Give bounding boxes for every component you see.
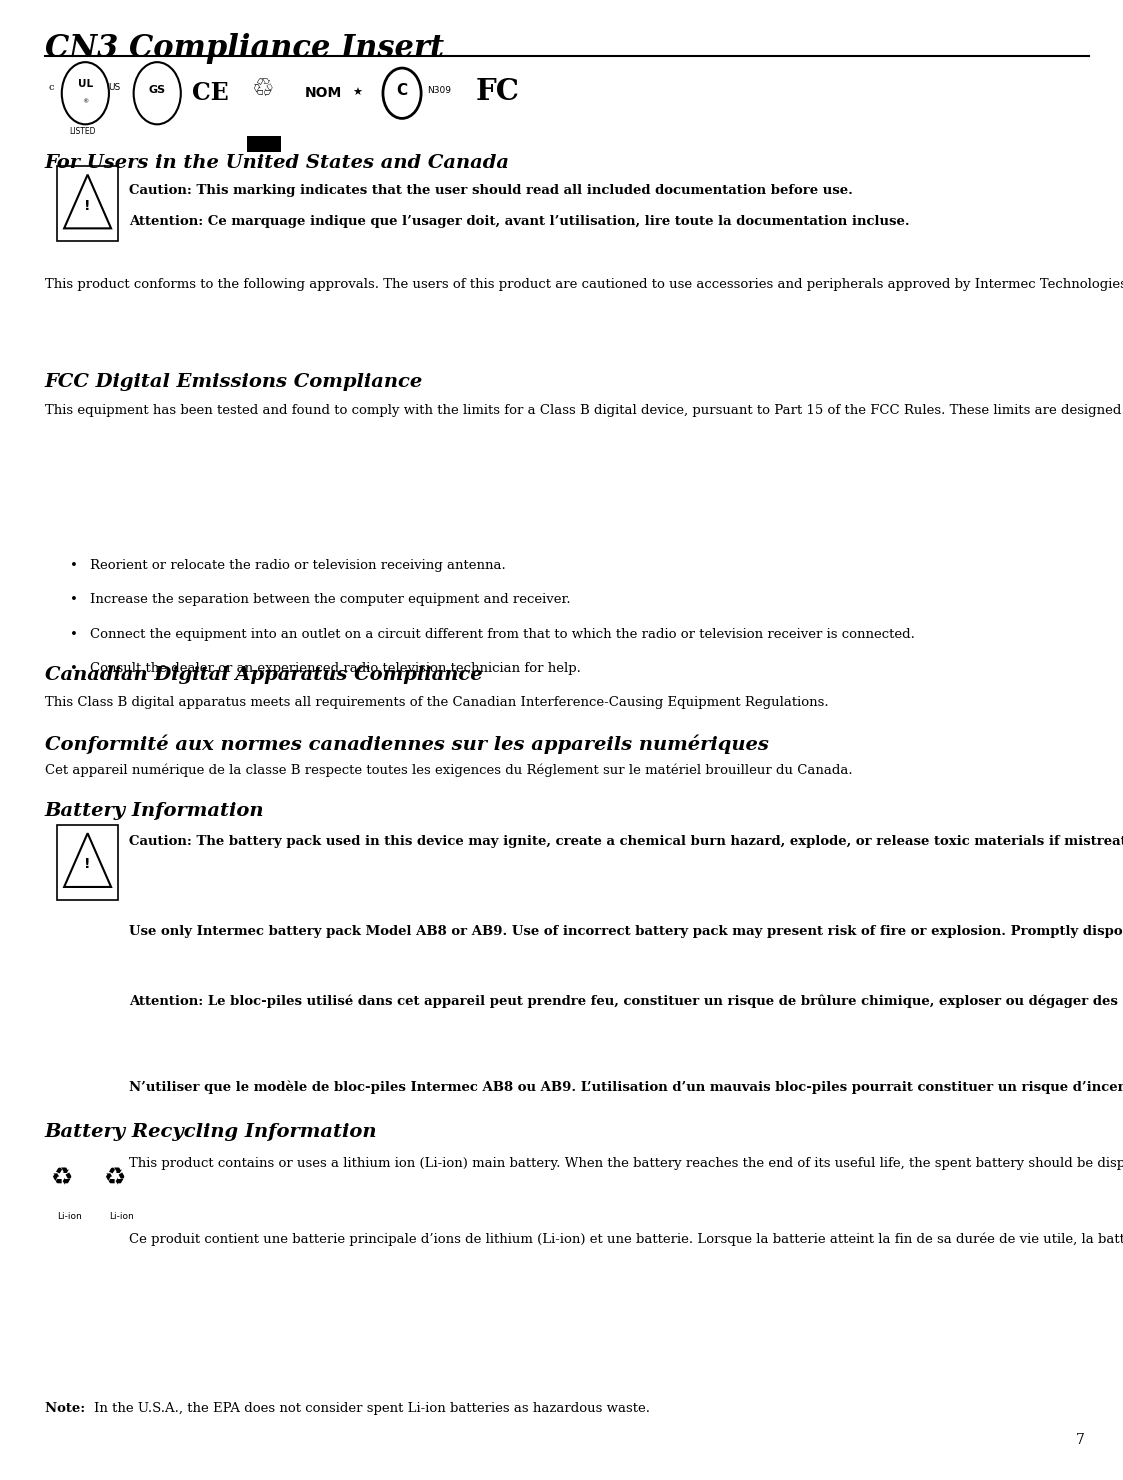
Text: N309: N309 [427, 86, 450, 95]
Text: This equipment has been tested and found to comply with the limits for a Class B: This equipment has been tested and found… [45, 404, 1123, 417]
Text: Battery Information: Battery Information [45, 802, 264, 820]
Text: Conformité aux normes canadiennes sur les appareils numériques: Conformité aux normes canadiennes sur le… [45, 734, 769, 753]
Bar [56, 826, 118, 900]
Text: Canadian Digital Apparatus Compliance: Canadian Digital Apparatus Compliance [45, 666, 483, 684]
Text: !: ! [84, 198, 91, 213]
Text: FCC Digital Emissions Compliance: FCC Digital Emissions Compliance [45, 373, 423, 391]
Text: CN3 Compliance Insert: CN3 Compliance Insert [45, 33, 444, 64]
Text: CE: CE [192, 81, 228, 105]
Text: Attention: Ce marquage indique que l’usager doit, avant l’utilisation, lire tout: Attention: Ce marquage indique que l’usa… [129, 215, 910, 228]
Text: Consult the dealer or an experienced radio television technician for help.: Consult the dealer or an experienced rad… [90, 662, 581, 675]
Text: US: US [108, 83, 120, 92]
Text: •: • [70, 662, 77, 675]
Text: •: • [70, 559, 77, 573]
Text: Note:: Note: [45, 1402, 90, 1415]
Text: Li-ion: Li-ion [57, 1212, 82, 1221]
Text: This product contains or uses a lithium ion (Li-ion) main battery. When the batt: This product contains or uses a lithium … [129, 1157, 1123, 1171]
Text: •: • [70, 593, 77, 607]
Text: c: c [48, 83, 54, 92]
Text: For Users in the United States and Canada: For Users in the United States and Canad… [45, 154, 510, 172]
Text: ★: ★ [353, 89, 362, 98]
Text: Li-ion: Li-ion [109, 1212, 134, 1221]
Text: 7: 7 [1076, 1434, 1085, 1447]
Text: This product conforms to the following approvals. The users of this product are : This product conforms to the following a… [45, 278, 1123, 292]
Text: Increase the separation between the computer equipment and receiver.: Increase the separation between the comp… [90, 593, 570, 607]
Text: FC: FC [475, 77, 520, 107]
Text: Ce produit contient une batterie principale d’ions de lithium (Li-ion) et une ba: Ce produit contient une batterie princip… [129, 1233, 1123, 1246]
Text: Battery Recycling Information: Battery Recycling Information [45, 1123, 377, 1141]
Text: GS: GS [148, 86, 166, 95]
Text: •: • [70, 628, 77, 641]
Text: Attention: Le bloc-piles utilisé dans cet appareil peut prendre feu, constituer : Attention: Le bloc-piles utilisé dans ce… [129, 995, 1123, 1008]
Text: Reorient or relocate the radio or television receiving antenna.: Reorient or relocate the radio or televi… [90, 559, 505, 573]
Text: This Class B digital apparatus meets all requirements of the Canadian Interferen: This Class B digital apparatus meets all… [45, 696, 829, 709]
Bar [247, 136, 281, 152]
Text: ®: ® [82, 99, 89, 105]
Text: ♻: ♻ [104, 1166, 127, 1190]
Text: N’utiliser que le modèle de bloc-piles Intermec AB8 ou AB9. L’utilisation d’un m: N’utiliser que le modèle de bloc-piles I… [129, 1080, 1123, 1094]
Text: UL: UL [77, 80, 93, 89]
Text: Connect the equipment into an outlet on a circuit different from that to which t: Connect the equipment into an outlet on … [90, 628, 915, 641]
Text: C: C [396, 83, 408, 98]
Text: LISTED: LISTED [70, 127, 97, 136]
Bar [56, 166, 118, 241]
Text: Use only Intermec battery pack Model AB8 or AB9. Use of incorrect battery pack m: Use only Intermec battery pack Model AB8… [129, 925, 1123, 938]
Text: Caution: This marking indicates that the user should read all included documenta: Caution: This marking indicates that the… [129, 184, 853, 197]
Text: In the U.S.A., the EPA does not consider spent Li-ion batteries as hazardous was: In the U.S.A., the EPA does not consider… [94, 1402, 650, 1415]
Text: Cet appareil numérique de la classe B respecte toutes les exigences du Réglement: Cet appareil numérique de la classe B re… [45, 764, 852, 777]
Text: NOM: NOM [304, 86, 343, 101]
Text: ♻: ♻ [51, 1166, 73, 1190]
Text: !: ! [84, 857, 91, 872]
Text: ♲: ♲ [252, 78, 274, 102]
Text: Caution: The battery pack used in this device may ignite, create a chemical burn: Caution: The battery pack used in this d… [129, 835, 1123, 848]
